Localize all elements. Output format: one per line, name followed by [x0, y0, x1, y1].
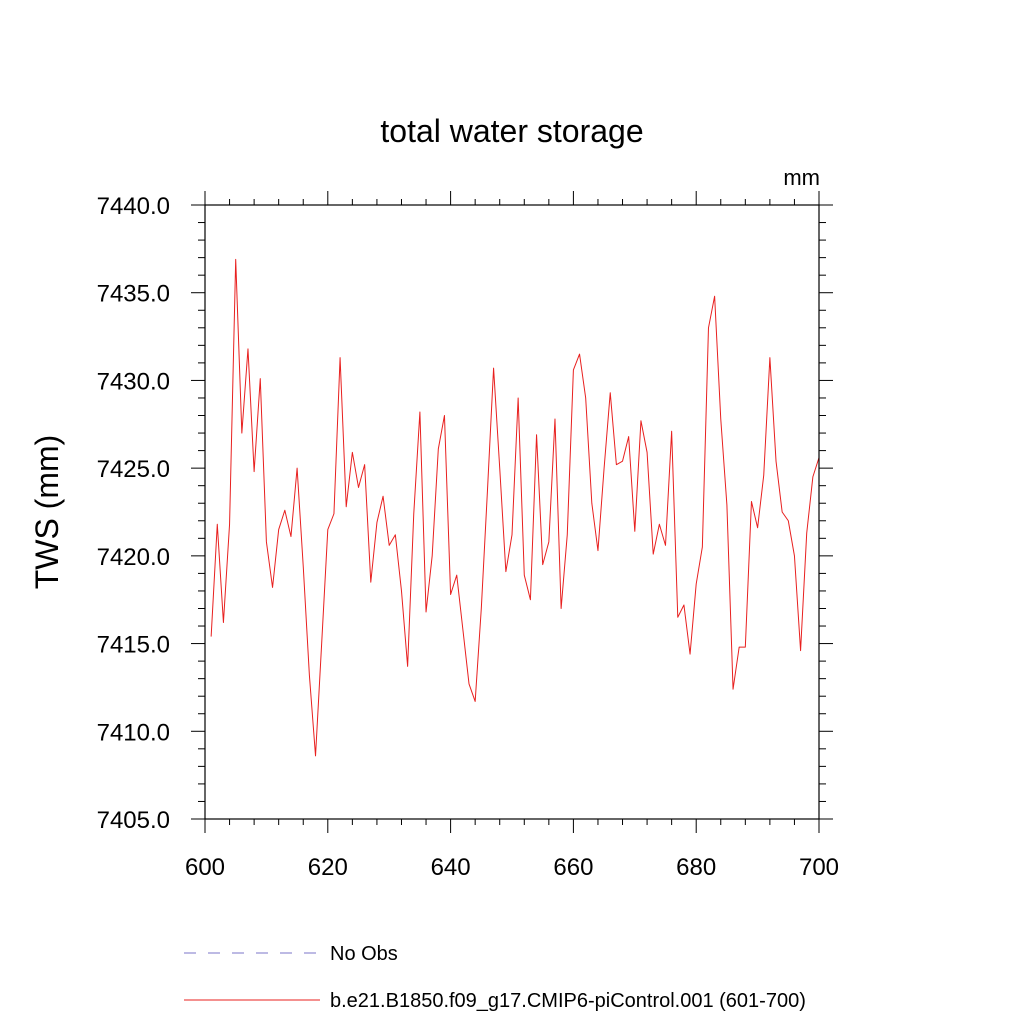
axis-ticks	[191, 191, 833, 833]
x-tick-label: 600	[185, 854, 225, 881]
chart-title: total water storage	[380, 113, 643, 149]
y-tick-label: 7420.0	[97, 544, 170, 571]
legend-label-model: b.e21.B1850.f09_g17.CMIP6-piControl.001 …	[330, 990, 806, 1012]
legend-swatch-solid	[184, 999, 320, 1001]
series-layer	[210, 258, 820, 757]
legend-swatch-dashed	[184, 952, 320, 954]
y-tick-label: 7430.0	[97, 368, 170, 395]
y-axis-title: TWS (mm)	[29, 435, 65, 590]
series-line	[210, 258, 820, 757]
plot-frame	[204, 204, 820, 820]
legend-label-no-obs: No Obs	[330, 943, 398, 965]
x-tick-label: 660	[553, 854, 593, 881]
legend-item-model: b.e21.B1850.f09_g17.CMIP6-piControl.001 …	[184, 985, 884, 1015]
y-tick-label: 7405.0	[97, 807, 170, 834]
y-tick-label: 7410.0	[97, 719, 170, 746]
y-tick-label: 7440.0	[97, 193, 170, 220]
legend-item-no-obs: No Obs	[184, 938, 884, 968]
axis-tick-labels: 600 620 640 660 680 700 7405.0 7410.0 7415.0 7420…	[97, 193, 839, 881]
units-label: mm	[783, 165, 820, 190]
y-tick-label: 7425.0	[97, 456, 170, 483]
x-tick-label: 680	[676, 854, 716, 881]
x-tick-label: 700	[799, 854, 839, 881]
x-tick-label: 620	[308, 854, 348, 881]
y-tick-label: 7435.0	[97, 281, 170, 308]
x-tick-label: 640	[431, 854, 471, 881]
y-tick-label: 7415.0	[97, 632, 170, 659]
